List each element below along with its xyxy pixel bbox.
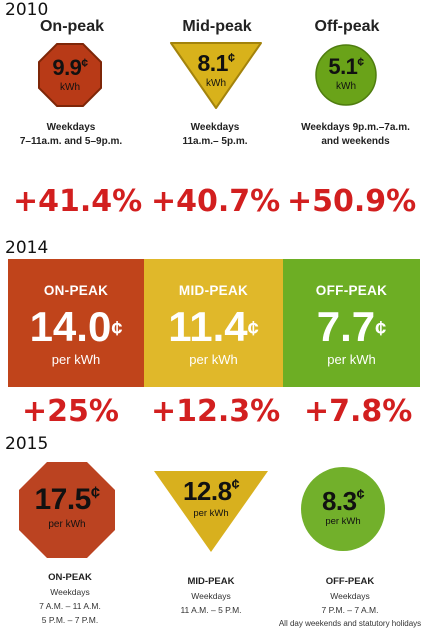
off-peak-caption-2015: OFF-PEAK Weekdays 7 P.M. – 7 A.M. All da… [278, 576, 422, 628]
off-peak-block-2014: OFF-PEAK 7.7¢ per kWh [283, 259, 420, 387]
on-peak-unit-2010: kWh [60, 82, 80, 93]
mid-peak-per-2014: per kWh [189, 352, 238, 367]
mid-peak-caption-2015: MID-PEAK Weekdays 11 A.M. – 5 P.M. [180, 576, 242, 615]
header-mid-peak-2010: Mid-peak [182, 18, 252, 35]
on-peak-price-2014: 14.0¢ [29, 303, 123, 350]
on-peak-unit-2015: per kWh [48, 519, 86, 530]
on-peak-price-2010: 9.9¢ [52, 55, 88, 80]
mid-peak-block-2014: MID-PEAK 11.4¢ per kWh [144, 259, 283, 387]
off-peak-price-2010: 5.1¢ [328, 54, 364, 79]
off-peak-unit-2015: per kWh [325, 516, 361, 527]
header-off-peak-2010: Off-peak [314, 18, 380, 35]
on-peak-price-2015: 17.5¢ [34, 483, 100, 516]
on-peak-hours-2010: Weekdays 7–11a.m. and 5–9p.m. [19, 122, 123, 147]
mid-peak-label-2014: MID-PEAK [178, 283, 249, 298]
off-peak-label-2014: OFF-PEAK [315, 283, 388, 298]
mid-peak-triangle-2015: 12.8¢ per kWh [151, 468, 271, 554]
mid-peak-unit-2010: kWh [206, 78, 226, 89]
off-peak-circle-2015: 8.3¢ per kWh [300, 466, 386, 552]
on-peak-octagon-2015: 17.5¢ per kWh [18, 461, 116, 559]
mid-peak-change-2014-2015: +12.3% [151, 394, 281, 429]
off-peak-unit-2010: kWh [336, 81, 356, 92]
on-peak-per-2014: per kWh [51, 352, 101, 367]
header-on-peak-2010: On-peak [39, 18, 104, 35]
mid-peak-price-2014: 11.4¢ [168, 303, 259, 350]
on-peak-change-2010-2014: +41.4% [13, 184, 143, 219]
year-label-2014: 2014 [5, 238, 49, 258]
mid-peak-triangle-2010: 8.1¢ kWh [167, 40, 265, 110]
off-peak-hours-2010: Weekdays 9p.m.–7a.m. and weekends [301, 122, 410, 147]
on-peak-octagon-2010: 9.9¢ kWh [38, 43, 102, 107]
year-label-2015: 2015 [5, 434, 49, 454]
on-peak-label-2014: ON-PEAK [43, 283, 109, 298]
on-peak-block-2014: ON-PEAK 14.0¢ per kWh [8, 259, 144, 387]
off-peak-per-2014: per kWh [327, 352, 376, 367]
off-peak-change-2010-2014: +50.9% [287, 184, 417, 219]
off-peak-price-2014: 7.7¢ [316, 303, 387, 350]
mid-peak-change-2010-2014: +40.7% [151, 184, 281, 219]
off-peak-price-2015: 8.3¢ [321, 486, 365, 516]
mid-peak-unit-2015: per kWh [193, 508, 229, 519]
off-peak-circle-2010: 5.1¢ kWh [315, 44, 377, 106]
off-peak-change-2014-2015: +7.8% [304, 394, 413, 429]
year-label-2010: 2010 [5, 0, 49, 20]
mid-peak-hours-2010: Weekdays 11a.m.– 5p.m. [182, 122, 248, 147]
mid-peak-price-2015: 12.8¢ [182, 476, 240, 506]
on-peak-caption-2015: ON-PEAK Weekdays 7 A.M. – 11 A.M. 5 P.M.… [39, 572, 101, 625]
mid-peak-price-2010: 8.1¢ [197, 50, 235, 76]
on-peak-change-2014-2015: +25% [22, 394, 119, 429]
